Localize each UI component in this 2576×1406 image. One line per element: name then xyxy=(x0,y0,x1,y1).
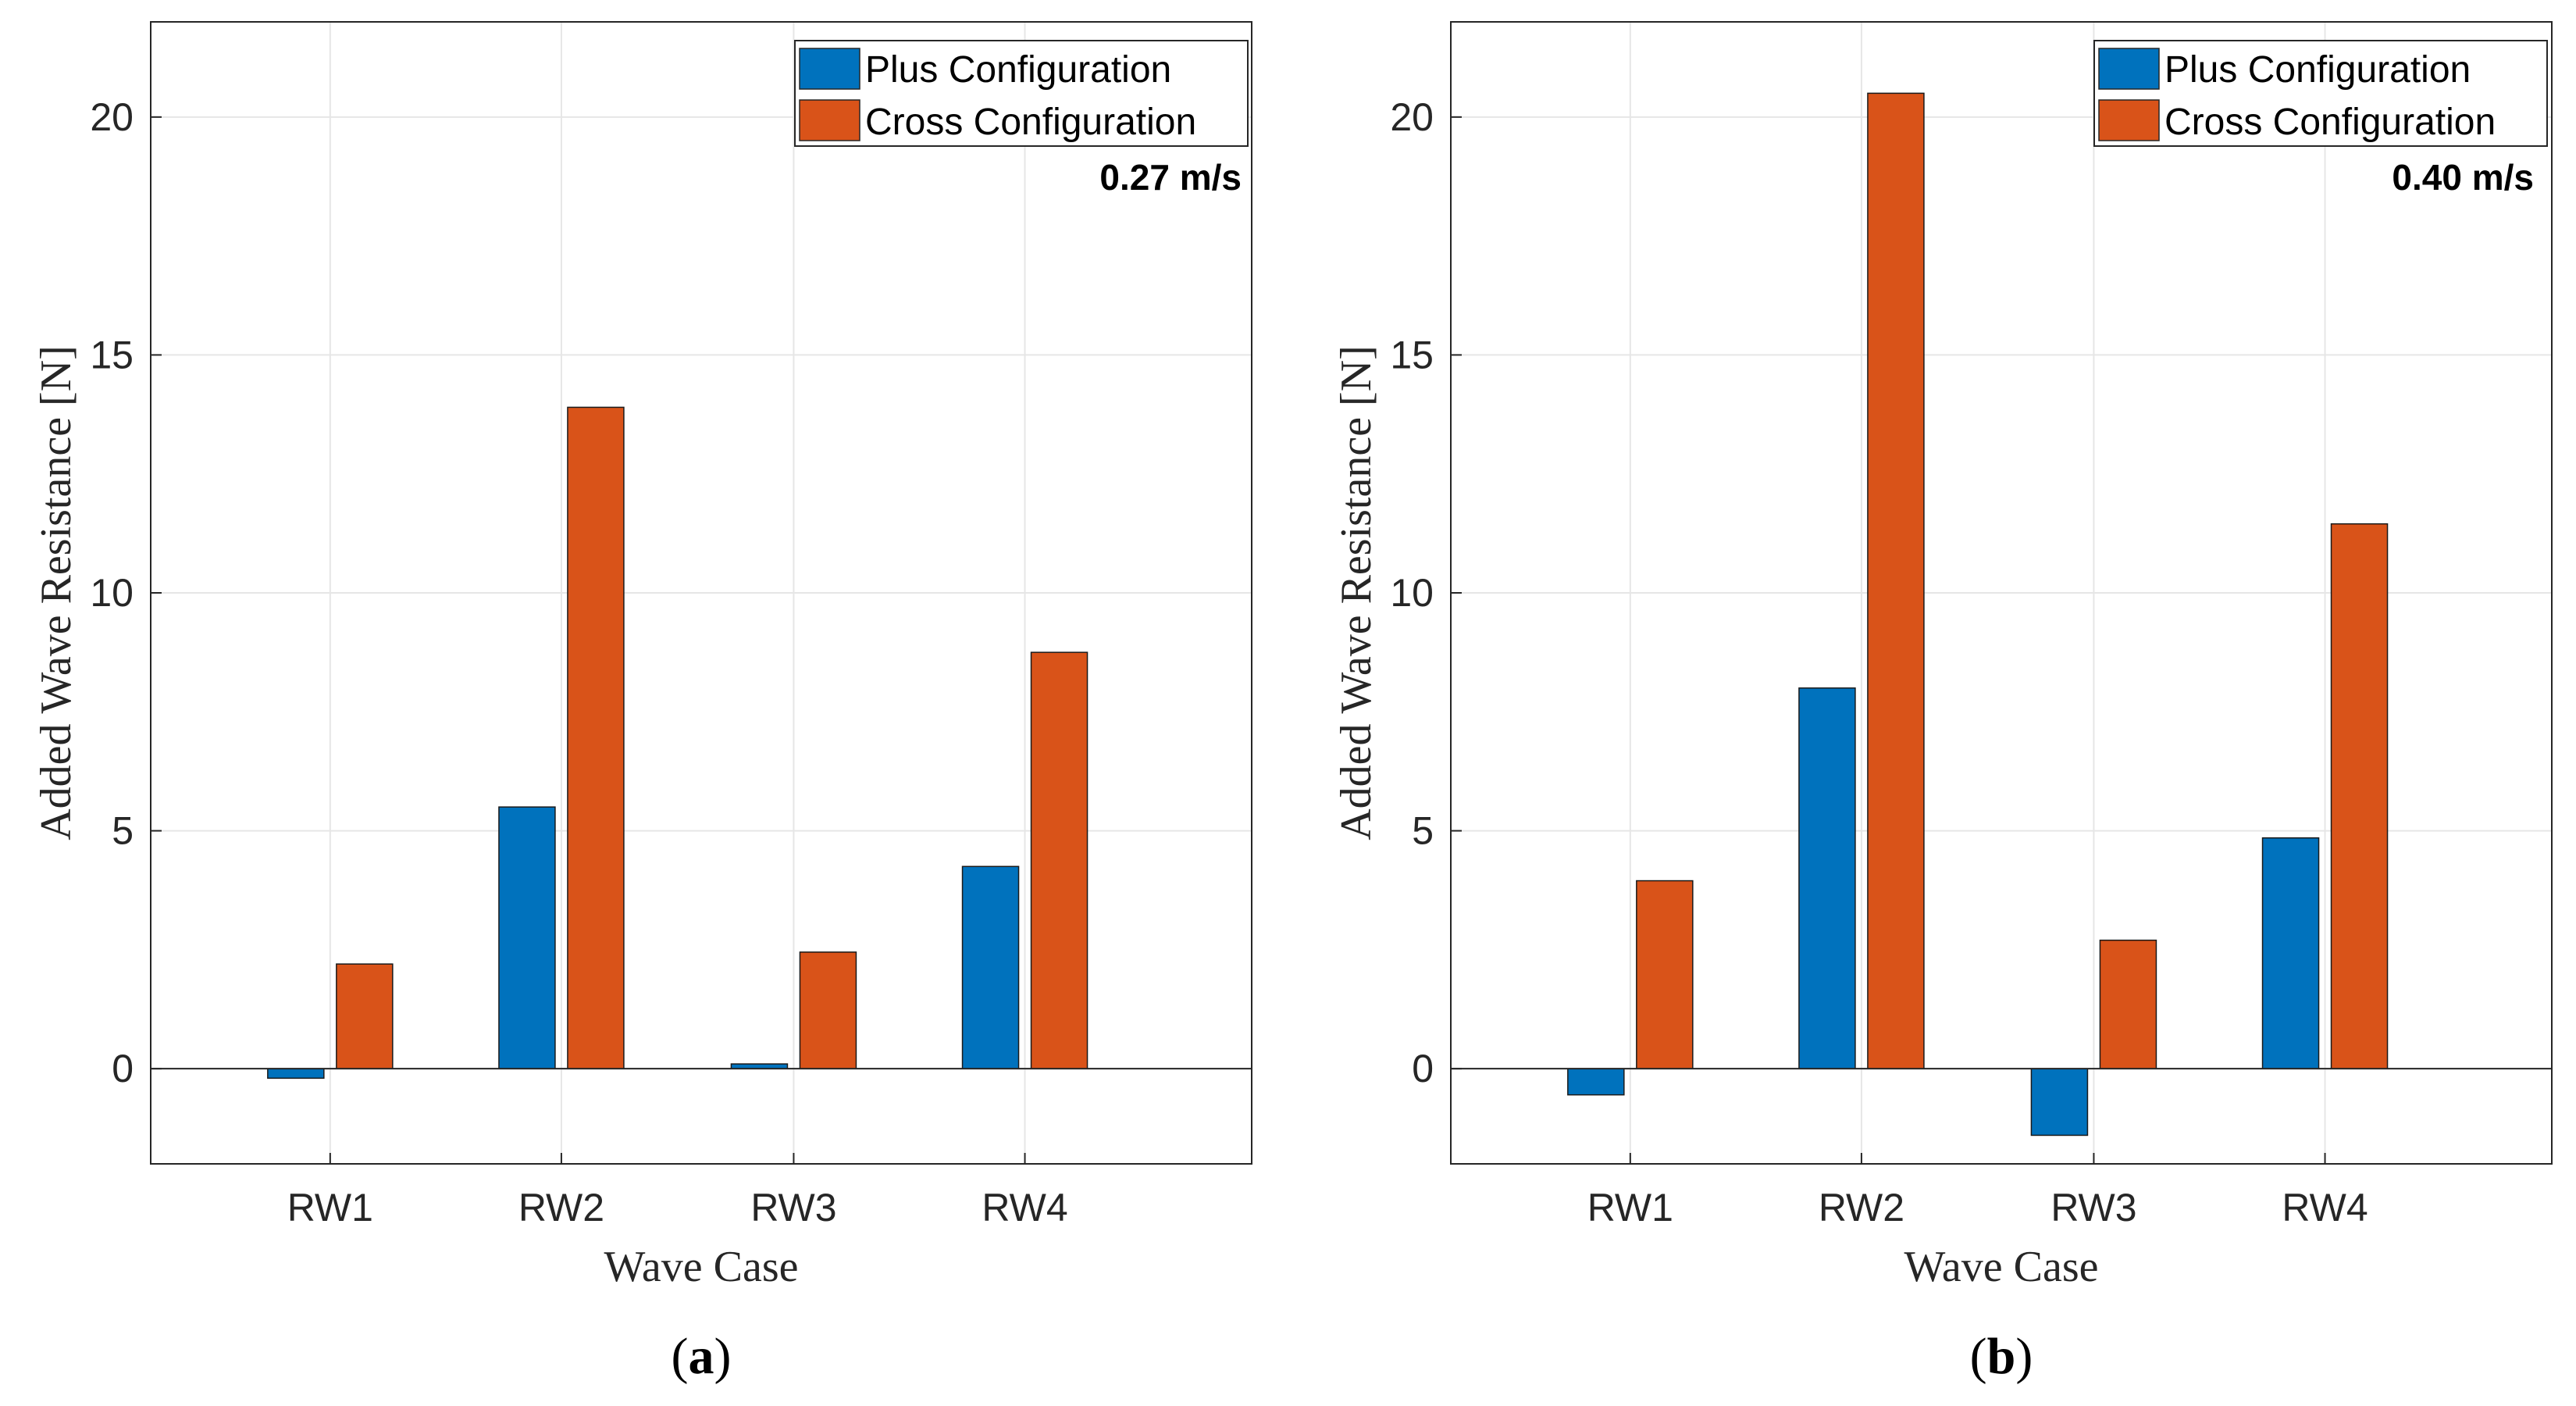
bar-cross-rw4 xyxy=(2330,523,2389,1069)
legend-box xyxy=(2093,40,2548,147)
y-tick-label: 15 xyxy=(90,333,134,376)
y-tick-label: 0 xyxy=(1412,1047,1434,1090)
legend-label-plus: Plus Configuration xyxy=(2164,49,2471,91)
bar-plus-rw2 xyxy=(1798,687,1856,1069)
x-tick-label-rw4: RW4 xyxy=(982,1186,1067,1229)
x-tick-label-rw3: RW3 xyxy=(2050,1186,2136,1229)
legend-label-cross: Cross Configuration xyxy=(2164,102,2496,143)
panel-caption: (b) xyxy=(1970,1328,2033,1385)
x-tick-labels: RW1 RW2 RW3 RW4 xyxy=(1587,1186,2368,1229)
legend-swatch-plus xyxy=(2098,48,2160,90)
bar-cross-rw1 xyxy=(1636,880,1694,1069)
x-tick-label-rw2: RW2 xyxy=(1819,1186,1904,1229)
speed-annotation: 0.27 m/s xyxy=(1099,157,1242,198)
legend-swatch-cross xyxy=(2098,99,2160,141)
bars-group xyxy=(1567,92,2389,1137)
bar-cross-rw2 xyxy=(567,406,625,1069)
x-tick-label-rw4: RW4 xyxy=(2282,1186,2368,1229)
caption-paren-open: ( xyxy=(1970,1328,1987,1385)
x-tick-label-rw2: RW2 xyxy=(518,1186,604,1229)
bar-cross-rw4 xyxy=(1030,651,1088,1069)
y-tick-labels: 0 5 10 15 20 xyxy=(90,95,134,1090)
x-axis-label: Wave Case xyxy=(604,1243,799,1291)
y-tick-labels: 0 5 10 15 20 xyxy=(1390,95,1434,1090)
x-tick-label-rw1: RW1 xyxy=(287,1186,373,1229)
y-axis-label: Added Wave Resistance [N] xyxy=(32,345,80,840)
y-tick-label: 5 xyxy=(1412,809,1434,853)
y-tick-label: 20 xyxy=(1390,95,1434,139)
y-tick-label: 20 xyxy=(90,95,134,139)
legend-swatch-cross xyxy=(799,99,860,141)
bar-plus-rw4 xyxy=(2261,837,2320,1069)
caption-paren-close: ) xyxy=(714,1328,732,1385)
chart-panel-b: 0 5 10 15 20 RW1 RW2 RW3 RW4 Wave Case Added Wa… xyxy=(1332,21,2553,1385)
chart-panel-a: 0 5 10 15 20 RW1 RW2 RW3 RW4 Wave Case Added Wa… xyxy=(32,21,1252,1385)
plot-frame xyxy=(1450,21,2553,1165)
y-axis-label: Added Wave Resistance [N] xyxy=(1332,345,1381,840)
legend[interactable]: Plus Configuration Cross Configuration xyxy=(2093,40,2548,147)
bar-plus-rw2 xyxy=(498,806,556,1069)
bar-plus-rw4 xyxy=(961,865,1020,1069)
caption-letter: a xyxy=(689,1328,714,1385)
bar-plus-rw1 xyxy=(267,1068,325,1079)
caption-letter: b xyxy=(1987,1328,2016,1385)
bar-cross-rw1 xyxy=(336,963,394,1069)
x-tick-label-rw1: RW1 xyxy=(1587,1186,1673,1229)
bars-group xyxy=(267,406,1088,1079)
y-tick-label: 5 xyxy=(112,809,134,853)
y-tick-label: 0 xyxy=(112,1047,134,1090)
caption-paren-open: ( xyxy=(672,1328,689,1385)
x-tick-labels: RW1 RW2 RW3 RW4 xyxy=(287,1186,1068,1229)
x-axis-label: Wave Case xyxy=(1904,1243,2099,1291)
y-tick-label: 10 xyxy=(90,571,134,615)
legend-swatch-plus xyxy=(799,48,860,90)
legend-box xyxy=(794,40,1249,147)
bar-cross-rw2 xyxy=(1867,92,1925,1069)
caption-paren-close: ) xyxy=(2015,1328,2033,1385)
bar-cross-rw3 xyxy=(2099,939,2157,1069)
caption-text: (b) xyxy=(1970,1328,2033,1385)
y-tick-label: 15 xyxy=(1390,333,1434,376)
speed-annotation: 0.40 m/s xyxy=(2392,157,2534,198)
bar-plus-rw1 xyxy=(1567,1068,1625,1096)
plot-frame xyxy=(150,21,1252,1165)
legend[interactable]: Plus Configuration Cross Configuration xyxy=(794,40,1249,147)
bar-cross-rw3 xyxy=(799,951,857,1069)
caption-text: (a) xyxy=(672,1328,732,1385)
panel-caption: (a) xyxy=(672,1328,732,1385)
y-tick-label: 10 xyxy=(1390,571,1434,615)
legend-label-plus: Plus Configuration xyxy=(865,49,1171,91)
bar-plus-rw3 xyxy=(2030,1068,2089,1137)
legend-label-cross: Cross Configuration xyxy=(865,102,1196,143)
x-tick-label-rw3: RW3 xyxy=(750,1186,836,1229)
